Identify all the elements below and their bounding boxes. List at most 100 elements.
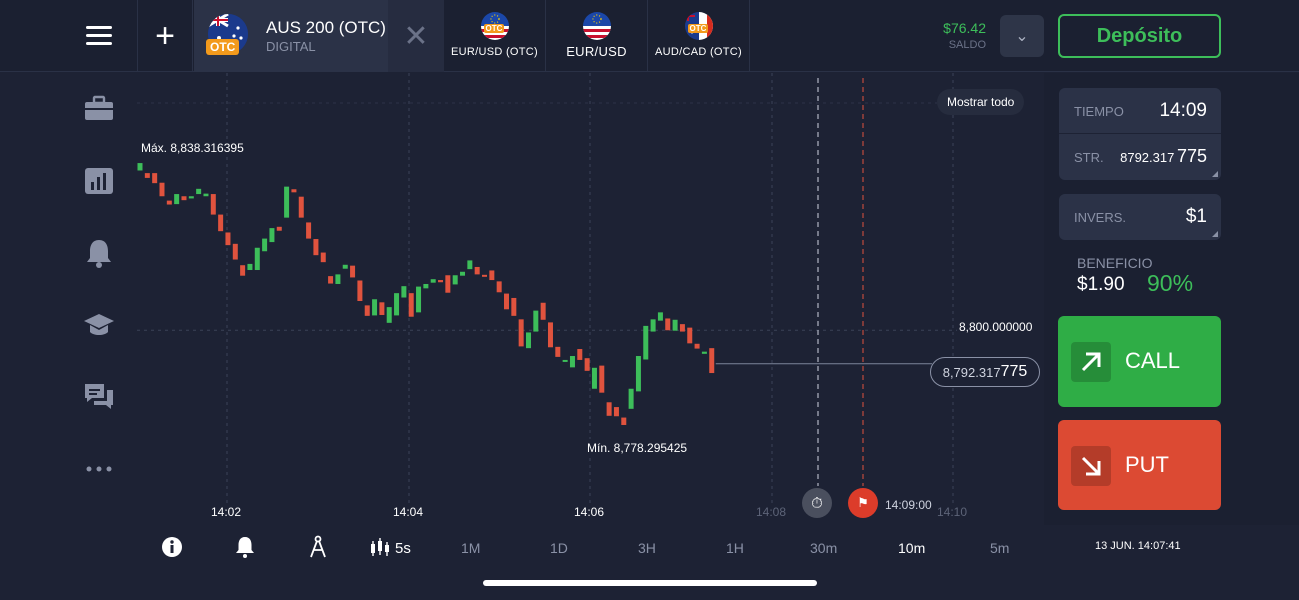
candle — [599, 365, 605, 393]
candle — [240, 265, 246, 276]
arrow-up-right-icon — [1071, 342, 1111, 382]
show-all-button[interactable]: Mostrar todo — [937, 89, 1025, 115]
price-alert-icon[interactable] — [232, 534, 258, 560]
time-label: 14:02 — [211, 505, 242, 519]
plus-icon: + — [155, 16, 175, 55]
put-label: PUT — [1125, 452, 1169, 477]
candle — [460, 271, 466, 276]
candle — [467, 260, 473, 270]
chat-icon[interactable] — [82, 380, 116, 414]
home-indicator — [483, 580, 817, 586]
max-price-label: Máx. 8,838.316395 — [137, 139, 248, 157]
candle — [562, 359, 568, 362]
tab-eur-usd[interactable]: EUR/USD — [546, 0, 648, 72]
candle — [547, 322, 553, 348]
time-value: 14:09 — [1159, 100, 1207, 121]
candle — [342, 264, 348, 269]
time-label: 14:08 — [756, 505, 787, 519]
candle — [386, 307, 392, 323]
candle — [452, 275, 458, 285]
timeframe-30m[interactable]: 30m — [810, 540, 838, 556]
timeframe-1d[interactable]: 1D — [550, 540, 568, 556]
candle — [709, 348, 715, 374]
candle — [416, 286, 422, 313]
strike-caption: STR. — [1074, 150, 1104, 165]
stopwatch-icon[interactable]: ⏱ — [802, 488, 832, 518]
close-tab-button[interactable]: ✕ — [388, 0, 444, 72]
candle-interval[interactable]: 5s — [395, 539, 411, 557]
candle — [438, 280, 444, 283]
candle — [657, 312, 663, 321]
candle — [569, 356, 575, 368]
candle — [181, 196, 187, 201]
candle — [328, 276, 334, 284]
tab-active-asset[interactable]: OTC AUS 200 (OTC) DIGITAL — [194, 0, 388, 72]
candle — [430, 279, 436, 283]
candle — [445, 275, 451, 293]
candles-icon[interactable] — [368, 534, 392, 560]
expiry-time-field[interactable]: TIEMPO 14:09 STR. 8792.317 775 — [1059, 88, 1221, 180]
candle — [152, 173, 158, 184]
candle — [291, 189, 297, 193]
more-icon[interactable] — [82, 452, 116, 486]
briefcase-icon[interactable] — [82, 92, 116, 126]
timeframe-1m[interactable]: 1M — [461, 540, 481, 556]
chart-icon[interactable] — [82, 164, 116, 198]
investment-caption: INVERS. — [1074, 210, 1127, 225]
current-price-tag: 8,792.317 775 — [930, 357, 1040, 387]
tab-aud-cad-otc[interactable]: OTC AUD/CAD (OTC) — [648, 0, 750, 72]
candle — [679, 324, 685, 332]
candle — [650, 319, 656, 332]
eur-usd-flag-icon — [582, 12, 611, 40]
candle — [496, 281, 502, 293]
finish-flag-icon[interactable]: ⚑ — [848, 488, 878, 518]
timeframe-10m[interactable]: 10m — [898, 540, 926, 556]
candle — [269, 228, 275, 243]
deposit-button[interactable]: Depósito — [1058, 14, 1221, 58]
close-icon: ✕ — [403, 19, 429, 53]
call-button[interactable]: CALL — [1058, 316, 1221, 407]
put-button[interactable]: PUT — [1058, 420, 1221, 510]
candle — [276, 226, 282, 231]
tab-eur-usd-otc[interactable]: OTC EUR/USD (OTC) — [444, 0, 546, 72]
otc-badge: OTC — [483, 24, 505, 33]
timeframe-3h[interactable]: 3H — [638, 540, 656, 556]
candle — [298, 196, 304, 218]
price-chart[interactable]: Máx. 8,838.316395 Mín. 8,778.295425 — [137, 73, 1044, 525]
candle — [401, 286, 407, 298]
candle — [665, 318, 671, 331]
candle — [225, 232, 231, 246]
candle — [394, 293, 400, 316]
candle — [504, 293, 509, 310]
candle — [694, 343, 700, 349]
timeframe-1h[interactable]: 1H — [726, 540, 744, 556]
hamburger-icon — [86, 26, 112, 46]
menu-button[interactable] — [62, 0, 136, 72]
balance-amount: $76.42 — [943, 20, 986, 36]
candle — [284, 186, 290, 218]
balance-dropdown-button[interactable]: ⌄ — [1000, 15, 1044, 57]
top-bar: + OTC AUS 200 (OTC) DIGITAL ✕ — [0, 0, 1299, 72]
tab-label: EUR/USD — [566, 44, 627, 59]
tab-label: EUR/USD (OTC) — [450, 46, 538, 58]
candle — [210, 194, 216, 215]
candle — [218, 214, 224, 232]
balance-display[interactable]: $76.42 SALDO — [900, 20, 986, 51]
current-price-tail: 775 — [1000, 363, 1028, 380]
drawing-tools-icon[interactable] — [305, 534, 331, 560]
bell-icon[interactable] — [82, 236, 116, 270]
candle — [701, 351, 707, 354]
candle — [203, 193, 209, 197]
investment-field[interactable]: INVERS. $1 — [1059, 194, 1221, 240]
time-label: 14:06 — [574, 505, 605, 519]
candlestick-chart — [137, 73, 957, 503]
info-icon[interactable] — [159, 534, 185, 560]
candle — [540, 302, 546, 320]
candle — [584, 358, 590, 371]
timeframe-5m[interactable]: 5m — [990, 540, 1010, 556]
graduation-cap-icon[interactable] — [82, 308, 116, 342]
investment-value: $1 — [1185, 206, 1207, 227]
candle — [687, 327, 693, 344]
otc-badge: OTC — [687, 24, 709, 33]
add-asset-button[interactable]: + — [137, 0, 193, 72]
